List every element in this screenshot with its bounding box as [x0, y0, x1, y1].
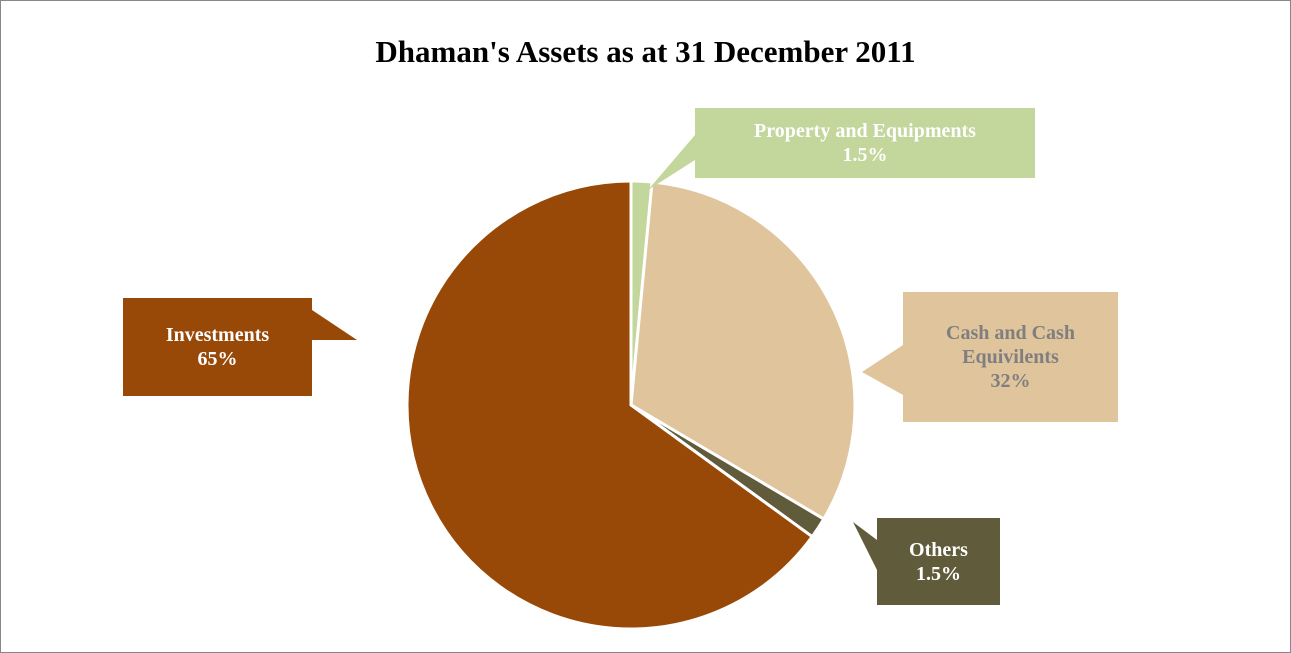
- callout-box: [877, 518, 1000, 605]
- callout-box: [123, 298, 312, 396]
- category-label: Property and Equipments: [754, 120, 976, 142]
- category-label: Investments: [165, 324, 270, 346]
- callout-box: [695, 108, 1035, 178]
- callout-label: Property and Equipments 1.5%: [695, 108, 1035, 178]
- callout-label: Cash and Cash Equivilents 32%: [903, 292, 1118, 422]
- pie-slice: [629, 180, 857, 522]
- callout-label: Others 1.5%: [877, 518, 1000, 605]
- value-label: 32%: [990, 370, 1031, 392]
- callout-pointer: [853, 522, 877, 570]
- callout-box: [903, 292, 1118, 422]
- pie-slice: [405, 179, 815, 631]
- category-label: Cash and Cash Equivilents: [946, 322, 1075, 368]
- callout-label: Investments 65%: [123, 298, 312, 396]
- chart-title: Dhaman's Assets as at 31 December 2011: [375, 34, 916, 69]
- category-label: Others: [909, 538, 968, 561]
- callout-pointer: [312, 310, 357, 340]
- value-label: 1.5%: [842, 144, 888, 166]
- callout-pointer: [648, 135, 695, 190]
- callout-pointer: [862, 345, 903, 395]
- value-label: 65%: [197, 348, 238, 370]
- value-label: 1.5%: [916, 562, 961, 585]
